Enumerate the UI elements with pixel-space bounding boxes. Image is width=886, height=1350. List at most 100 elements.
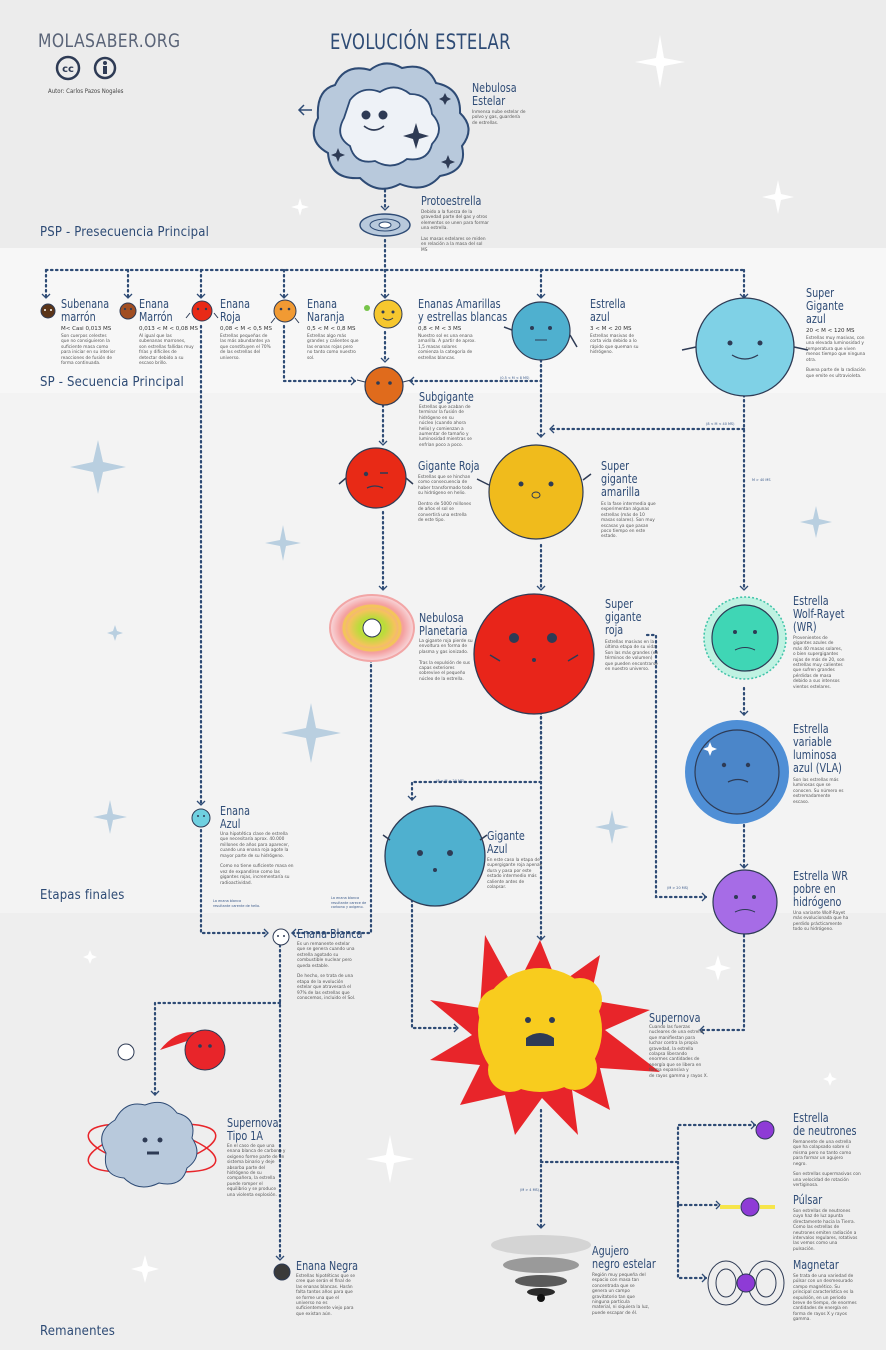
enana-marron-desc: Al igual que las subenanas marrones, son… bbox=[139, 334, 194, 367]
author: Autor: Carlos Pazos Nogales bbox=[48, 88, 124, 95]
wr-pobre-icon bbox=[712, 869, 778, 935]
neutrones-icon bbox=[755, 1120, 775, 1140]
enana-marron-name: Enana Marrón bbox=[139, 297, 173, 324]
vla-icon bbox=[685, 720, 789, 824]
connector-lines bbox=[44, 183, 757, 1280]
enana-roja-desc: Estrellas pequeñas de las más abundantes… bbox=[220, 334, 271, 361]
enana-amarilla-icon bbox=[364, 299, 403, 329]
cond-4: (8 < M < 20 MS) bbox=[436, 778, 465, 783]
wr-pobre-name: Estrella WR pobre en hidrógeno bbox=[793, 869, 848, 909]
magnetar-icon bbox=[707, 1260, 785, 1306]
nebulosa-desc: Inmensa nube estelar de polvo y gas, gua… bbox=[472, 110, 526, 126]
supergigante-azul-desc: Estrellas muy masivas, con una elevada l… bbox=[806, 336, 866, 379]
subenana-name: Subenana marrón bbox=[61, 297, 110, 324]
subenana-desc: Son cuerpos celestes que no consiguieron… bbox=[61, 334, 116, 367]
enana-negra-icon bbox=[273, 1263, 291, 1281]
azul-range: 3 < M < 20 MS bbox=[590, 326, 632, 332]
enana-negra-desc: Estrellas hipotéticas que se cree que se… bbox=[296, 1274, 356, 1317]
enana-naranja-desc: Estrellas algo más grandes y calientes q… bbox=[307, 334, 359, 361]
gigante-azul-icon bbox=[382, 805, 488, 907]
gigante-roja-desc: Estrellas que se hinchan como consecuenc… bbox=[418, 475, 472, 524]
gigante-roja-name: Gigante Roja bbox=[418, 459, 480, 473]
stage-remnants: Remanentes bbox=[40, 1324, 116, 1339]
nebulosa-planetaria-desc: La gigante roja pierde su envoltura en f… bbox=[419, 639, 473, 682]
enana-blanca-desc: Es un remanente estelar que se genera cu… bbox=[297, 942, 356, 1002]
proto-name: Protoestrella bbox=[421, 194, 482, 208]
subgigante-desc: Estrellas que acaban de terminar la fusi… bbox=[419, 405, 472, 448]
supernova-1a-name: Supernova Tipo 1A bbox=[227, 1116, 279, 1143]
nebula-cloud-icon bbox=[297, 62, 470, 190]
enana-azul-name: Enana Azul bbox=[220, 804, 250, 831]
blue-stars bbox=[70, 440, 832, 844]
gigante-azul-desc: En este caso la etapa de supergigante ro… bbox=[487, 858, 542, 891]
cc-icon: cc bbox=[55, 55, 81, 81]
pulsar-name: Púlsar bbox=[793, 1193, 823, 1207]
wolf-rayet-name: Estrella Wolf-Rayet (WR) bbox=[793, 594, 845, 634]
sg-roja-desc: Estrellas masivas en la última etapa de … bbox=[605, 640, 659, 673]
enana-naranja-name: Enana Naranja bbox=[307, 297, 345, 324]
cond-5: (M > 20 MS) bbox=[667, 885, 689, 890]
cond-8: La enana blanca resultante carece de car… bbox=[331, 895, 367, 910]
supernova-1a-desc: En el caso de que una enana blanca de ca… bbox=[227, 1144, 286, 1198]
sg-roja-name: Super gigante roja bbox=[605, 597, 642, 637]
agujero-negro-icon bbox=[491, 1235, 591, 1302]
vla-name: Estrella variable luminosa azul (VLA) bbox=[793, 722, 842, 775]
enana-naranja-icon bbox=[270, 299, 300, 324]
subgigante-name: Subgigante bbox=[419, 390, 474, 404]
cond-1: (0,5 < M < 8 MS) bbox=[500, 375, 530, 380]
wolf-rayet-icon bbox=[703, 596, 787, 680]
amarillas-name: Enanas Amarillas y estrellas blancas bbox=[418, 297, 508, 324]
supergigante-azul-icon bbox=[681, 297, 809, 397]
enana-roja-icon bbox=[185, 300, 219, 322]
supergigante-azul-range: 20 < M < 120 MS bbox=[806, 328, 855, 334]
pulsar-desc: Son estrellas de neutrones cuyo haz de l… bbox=[793, 1209, 858, 1252]
vla-desc: Son las estrellas más luminosas que se c… bbox=[793, 778, 844, 805]
stage-final: Etapas finales bbox=[40, 888, 125, 903]
azul-desc: Estrellas masivas de corta vida debido a… bbox=[590, 334, 639, 356]
by-icon bbox=[93, 56, 117, 80]
subenana-star-icon bbox=[40, 303, 56, 319]
estrella-azul-icon bbox=[503, 301, 578, 361]
pulsar-icon bbox=[720, 1197, 775, 1217]
enana-azul-desc: Una hipotética clase de estrella que nec… bbox=[220, 832, 294, 886]
cond-2: (8 < M < 40 MS) bbox=[706, 421, 735, 426]
sg-roja-icon bbox=[473, 593, 595, 715]
supernova-icon bbox=[430, 935, 660, 1135]
agujero-name: Agujero negro estelar bbox=[592, 1244, 656, 1271]
magnetar-desc: Se trata de una variedad de púlsar con u… bbox=[793, 1274, 857, 1323]
protostar-disc-icon bbox=[359, 213, 411, 237]
nebulosa-planetaria-icon bbox=[329, 594, 415, 662]
gigante-azul-name: Gigante Azul bbox=[487, 829, 525, 856]
cond-7: La enana blanca resultante carente de he… bbox=[213, 898, 261, 908]
neutrones-desc: Remanente de una estrella que ha colapsa… bbox=[793, 1140, 861, 1189]
wolf-rayet-desc: Provenientes de gigantes azules de más 4… bbox=[793, 636, 845, 690]
subenana-range: M< Casi 0,013 MS bbox=[61, 326, 112, 332]
supergigante-azul-name: Super Gigante azul bbox=[806, 286, 844, 326]
sg-amarilla-icon bbox=[476, 444, 592, 540]
stage-sp: SP - Secuencia Principal bbox=[40, 375, 184, 390]
enana-blanca-name: Enana Blanca bbox=[297, 927, 363, 941]
nebulosa-name: Nebulosa Estelar bbox=[472, 81, 517, 108]
azul-name: Estrella azul bbox=[590, 297, 626, 324]
supernova-name: Supernova bbox=[649, 1011, 701, 1025]
wr-pobre-desc: Una variante Wolf-Rayet más evolucionada… bbox=[793, 911, 849, 933]
svg-text:cc: cc bbox=[62, 64, 74, 75]
sg-amarilla-desc: Es la fase intermedia que experimentan a… bbox=[601, 502, 656, 540]
supernova-desc: Cuando las fuerzas nucleares de una estr… bbox=[649, 1025, 709, 1079]
enana-negra-name: Enana Negra bbox=[296, 1259, 359, 1273]
enana-marron-icon bbox=[119, 302, 137, 320]
neutrones-name: Estrella de neutrones bbox=[793, 1111, 857, 1138]
gigante-roja-icon bbox=[338, 447, 414, 509]
cond-3: M > 40 MS bbox=[752, 477, 771, 482]
amarillas-range: 0,8 < M < 3 MS bbox=[418, 326, 462, 332]
supernova-1a-icon bbox=[87, 1101, 217, 1188]
enana-roja-name: Enana Roja bbox=[220, 297, 250, 324]
magnetar-name: Magnetar bbox=[793, 1258, 839, 1272]
proto-desc: Debido a la fuerza de la gravedad parte … bbox=[421, 210, 489, 253]
brand-logo: MOLASABER.ORG bbox=[38, 30, 181, 52]
enana-marron-range: 0,013 < M < 0,08 MS bbox=[139, 326, 198, 332]
cond-6: (M > 4 MS) bbox=[520, 1187, 540, 1192]
enana-naranja-range: 0,5 < M < 0,8 MS bbox=[307, 326, 356, 332]
sparkle-stars bbox=[83, 35, 837, 1283]
